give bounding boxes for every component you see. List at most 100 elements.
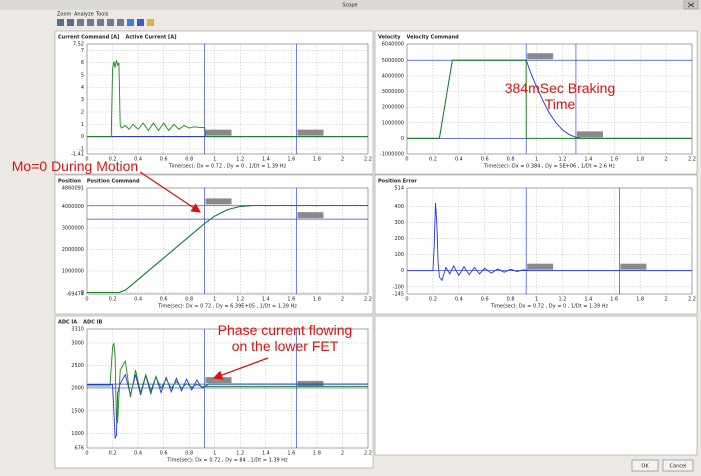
- legend-entry: ADC IA: [58, 320, 77, 326]
- tool-icon[interactable]: [127, 19, 134, 26]
- x-tick-label: 1.8: [313, 297, 321, 303]
- plot-area: [406, 43, 693, 155]
- y-tick-label: 5000000: [382, 58, 404, 64]
- series-line: [87, 60, 368, 138]
- y-tick-label: 6: [81, 60, 84, 66]
- x-tick-label: 0.4: [455, 297, 463, 303]
- y-tick-label: 3000000: [382, 89, 404, 95]
- tool-icon[interactable]: [97, 19, 104, 26]
- cursor-tag: [527, 263, 554, 270]
- x-tick-label: 1.6: [610, 297, 618, 303]
- toolbar: [57, 19, 154, 26]
- footer: Time(sec): Dx = 0.72 , Dy = 0 , 1/Dt = 1…: [168, 164, 287, 170]
- x-tick-label: 0.6: [160, 157, 168, 163]
- y-tick-label: 2000000: [62, 247, 84, 253]
- x-tick-label: 1: [213, 451, 216, 457]
- menu-item[interactable]: Tools: [95, 12, 109, 18]
- tool-icon[interactable]: [107, 19, 114, 26]
- tool-icon[interactable]: [57, 19, 64, 26]
- cursor-tag: [297, 212, 324, 219]
- y-tick-label: 7.52: [73, 42, 84, 48]
- y-tick-label: -1000000: [380, 152, 404, 158]
- legend-entry: ADC IB: [83, 320, 102, 326]
- plot-area: [86, 43, 369, 155]
- series-line: [87, 204, 368, 293]
- y-tick-label: 2500: [71, 363, 84, 369]
- x-tick-label: 0.4: [134, 297, 142, 303]
- x-tick-label: 0: [85, 157, 88, 163]
- y-tick-label: 0: [81, 290, 84, 296]
- y-tick-label: -145: [393, 292, 404, 298]
- close-icon: [687, 2, 695, 8]
- y-tick-label: 1000000: [382, 120, 404, 126]
- x-tick-label: 2: [664, 157, 667, 163]
- x-tick-label: 1.2: [236, 451, 244, 457]
- x-tick-label: 0.6: [160, 297, 168, 303]
- button-label[interactable]: Cancel: [670, 464, 687, 470]
- tool-icon[interactable]: [117, 19, 124, 26]
- x-tick-label: 0.8: [185, 297, 193, 303]
- y-tick-label: -1.41: [71, 152, 84, 158]
- x-tick-label: 1.2: [558, 297, 566, 303]
- x-tick-label: 2.2: [688, 157, 696, 163]
- empty-panel: [374, 315, 698, 456]
- tool-icon[interactable]: [87, 19, 94, 26]
- menu-item[interactable]: Zoom: [57, 12, 72, 18]
- cursor-tag: [576, 131, 603, 138]
- y-tick-label: 0: [401, 268, 404, 274]
- plot-area: [86, 328, 369, 449]
- y-tick-label: 400: [394, 204, 404, 210]
- footer: Time(sec): Dx = 0.72 , Dy = 0 , 1/Dt = 1…: [490, 304, 609, 310]
- cursor-tag: [205, 198, 232, 205]
- cursor-tag: [297, 129, 324, 136]
- tool-icon[interactable]: [137, 19, 144, 26]
- tool-icon[interactable]: [67, 19, 74, 26]
- x-tick-label: 0: [405, 157, 408, 163]
- y-tick-label: 1000: [71, 431, 84, 437]
- x-tick-label: 0.6: [481, 157, 489, 163]
- y-tick-label: -69474: [66, 292, 84, 298]
- ok-button[interactable]: [631, 459, 659, 472]
- footer: Time(sec): Dx = 0.72 , Dy = 84 , 1/Dt = …: [166, 458, 288, 464]
- footer: Time(sec): Dx = 0.72 , Dy = 6.39E+05 , 1…: [157, 304, 297, 310]
- y-tick-label: 1000000: [62, 269, 84, 275]
- x-tick-label: 1.8: [313, 157, 321, 163]
- y-tick-label: -100: [393, 284, 404, 290]
- series-line: [407, 203, 692, 282]
- cancel-button[interactable]: [662, 459, 694, 472]
- x-tick-label: 0: [85, 297, 88, 303]
- x-tick-label: 1.4: [584, 157, 592, 163]
- x-tick-label: 2: [341, 157, 344, 163]
- legend-entry: Position Error: [378, 179, 417, 185]
- x-tick-label: 1: [213, 157, 216, 163]
- y-tick-label: 2000: [71, 386, 84, 392]
- x-tick-label: 0.4: [134, 157, 142, 163]
- x-tick-label: 0: [405, 297, 408, 303]
- y-tick-label: 200: [394, 236, 404, 242]
- cursor-tag: [527, 53, 554, 60]
- button-label[interactable]: OK: [641, 464, 649, 470]
- y-tick-label: 4: [81, 85, 84, 91]
- menu-item[interactable]: Analyze: [74, 12, 94, 18]
- title-bar: [0, 0, 701, 10]
- annotation-arrow: [139, 171, 201, 213]
- y-tick-label: 514: [394, 186, 404, 192]
- x-tick-label: 1.6: [610, 157, 618, 163]
- x-tick-label: 0.2: [429, 297, 437, 303]
- annotation: Mo=0 During Motion: [11, 158, 139, 174]
- cursor-tag: [205, 377, 232, 384]
- y-tick-label: 0: [81, 134, 84, 140]
- tool-icon[interactable]: [147, 19, 154, 26]
- y-tick-label: 100: [394, 252, 404, 258]
- series-line: [87, 373, 368, 440]
- tool-icon[interactable]: [77, 19, 84, 26]
- legend-entry: Active Current [A]: [125, 35, 176, 41]
- y-tick-label: 1: [81, 122, 84, 128]
- x-tick-label: 1: [535, 297, 538, 303]
- x-tick-label: 1.2: [236, 157, 244, 163]
- x-tick-label: 0.6: [481, 297, 489, 303]
- x-tick-label: 0.8: [507, 157, 515, 163]
- y-tick-label: -1: [79, 146, 84, 152]
- series-line: [87, 342, 368, 424]
